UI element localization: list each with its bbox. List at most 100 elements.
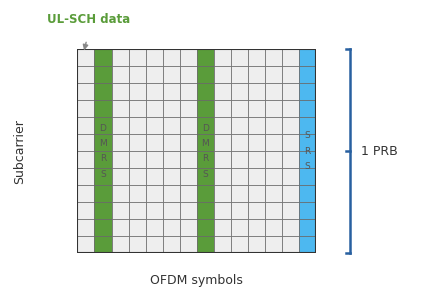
- Bar: [265, 83, 282, 100]
- Bar: [299, 219, 316, 236]
- Bar: [248, 100, 265, 117]
- Bar: [282, 219, 299, 236]
- Bar: [299, 168, 316, 185]
- Bar: [77, 202, 95, 219]
- Bar: [231, 168, 248, 185]
- Bar: [214, 49, 231, 66]
- Bar: [265, 219, 282, 236]
- Bar: [197, 168, 214, 185]
- Bar: [77, 236, 95, 253]
- Text: Subcarrier: Subcarrier: [13, 119, 26, 184]
- Bar: [231, 100, 248, 117]
- Bar: [231, 49, 248, 66]
- Bar: [146, 202, 163, 219]
- Bar: [95, 100, 111, 117]
- Bar: [77, 219, 95, 236]
- Bar: [129, 83, 146, 100]
- Bar: [180, 134, 197, 151]
- Bar: [299, 100, 316, 117]
- Bar: [111, 219, 129, 236]
- Bar: [95, 117, 111, 134]
- Bar: [146, 117, 163, 134]
- Bar: [248, 202, 265, 219]
- Bar: [163, 83, 180, 100]
- Bar: [214, 66, 231, 83]
- Bar: [214, 219, 231, 236]
- Bar: [129, 117, 146, 134]
- Bar: [163, 151, 180, 168]
- Bar: [111, 66, 129, 83]
- Bar: [248, 66, 265, 83]
- Bar: [197, 236, 214, 253]
- Bar: [180, 236, 197, 253]
- Bar: [146, 219, 163, 236]
- Bar: [214, 202, 231, 219]
- Bar: [265, 117, 282, 134]
- Text: 1 PRB: 1 PRB: [361, 145, 398, 158]
- Bar: [180, 66, 197, 83]
- Bar: [163, 134, 180, 151]
- Bar: [248, 117, 265, 134]
- Bar: [129, 49, 146, 66]
- Bar: [129, 236, 146, 253]
- Bar: [214, 236, 231, 253]
- Bar: [197, 185, 214, 202]
- Bar: [146, 236, 163, 253]
- Bar: [146, 151, 163, 168]
- Bar: [95, 83, 111, 100]
- Bar: [129, 151, 146, 168]
- Bar: [299, 134, 316, 151]
- Bar: [111, 202, 129, 219]
- Bar: [265, 100, 282, 117]
- Bar: [299, 151, 316, 168]
- Bar: [163, 236, 180, 253]
- Bar: [299, 117, 316, 134]
- Bar: [248, 168, 265, 185]
- Bar: [214, 134, 231, 151]
- Text: UL-SCH data: UL-SCH data: [47, 13, 130, 26]
- Bar: [95, 168, 111, 185]
- Text: D
M
R
S: D M R S: [201, 124, 209, 179]
- Bar: [129, 219, 146, 236]
- Bar: [77, 83, 95, 100]
- Bar: [299, 49, 316, 66]
- Bar: [95, 134, 111, 151]
- Bar: [282, 236, 299, 253]
- Text: S
R
S: S R S: [304, 131, 310, 171]
- Bar: [248, 151, 265, 168]
- Bar: [197, 151, 214, 168]
- Bar: [282, 66, 299, 83]
- Bar: [111, 134, 129, 151]
- Bar: [95, 151, 111, 168]
- Bar: [146, 168, 163, 185]
- Bar: [265, 134, 282, 151]
- Bar: [95, 202, 111, 219]
- Bar: [77, 168, 95, 185]
- Bar: [180, 151, 197, 168]
- Bar: [163, 117, 180, 134]
- Bar: [163, 49, 180, 66]
- Bar: [265, 236, 282, 253]
- Bar: [248, 185, 265, 202]
- Bar: [180, 202, 197, 219]
- Bar: [299, 66, 316, 83]
- Bar: [248, 134, 265, 151]
- Bar: [180, 49, 197, 66]
- Bar: [163, 66, 180, 83]
- Bar: [197, 66, 214, 83]
- Bar: [129, 100, 146, 117]
- Bar: [265, 202, 282, 219]
- Bar: [111, 117, 129, 134]
- Bar: [77, 117, 95, 134]
- Bar: [214, 117, 231, 134]
- Bar: [299, 83, 316, 100]
- Bar: [111, 151, 129, 168]
- Bar: [163, 168, 180, 185]
- Bar: [77, 49, 95, 66]
- Bar: [214, 168, 231, 185]
- Bar: [129, 134, 146, 151]
- Bar: [231, 202, 248, 219]
- Bar: [299, 202, 316, 219]
- Bar: [163, 100, 180, 117]
- Bar: [231, 134, 248, 151]
